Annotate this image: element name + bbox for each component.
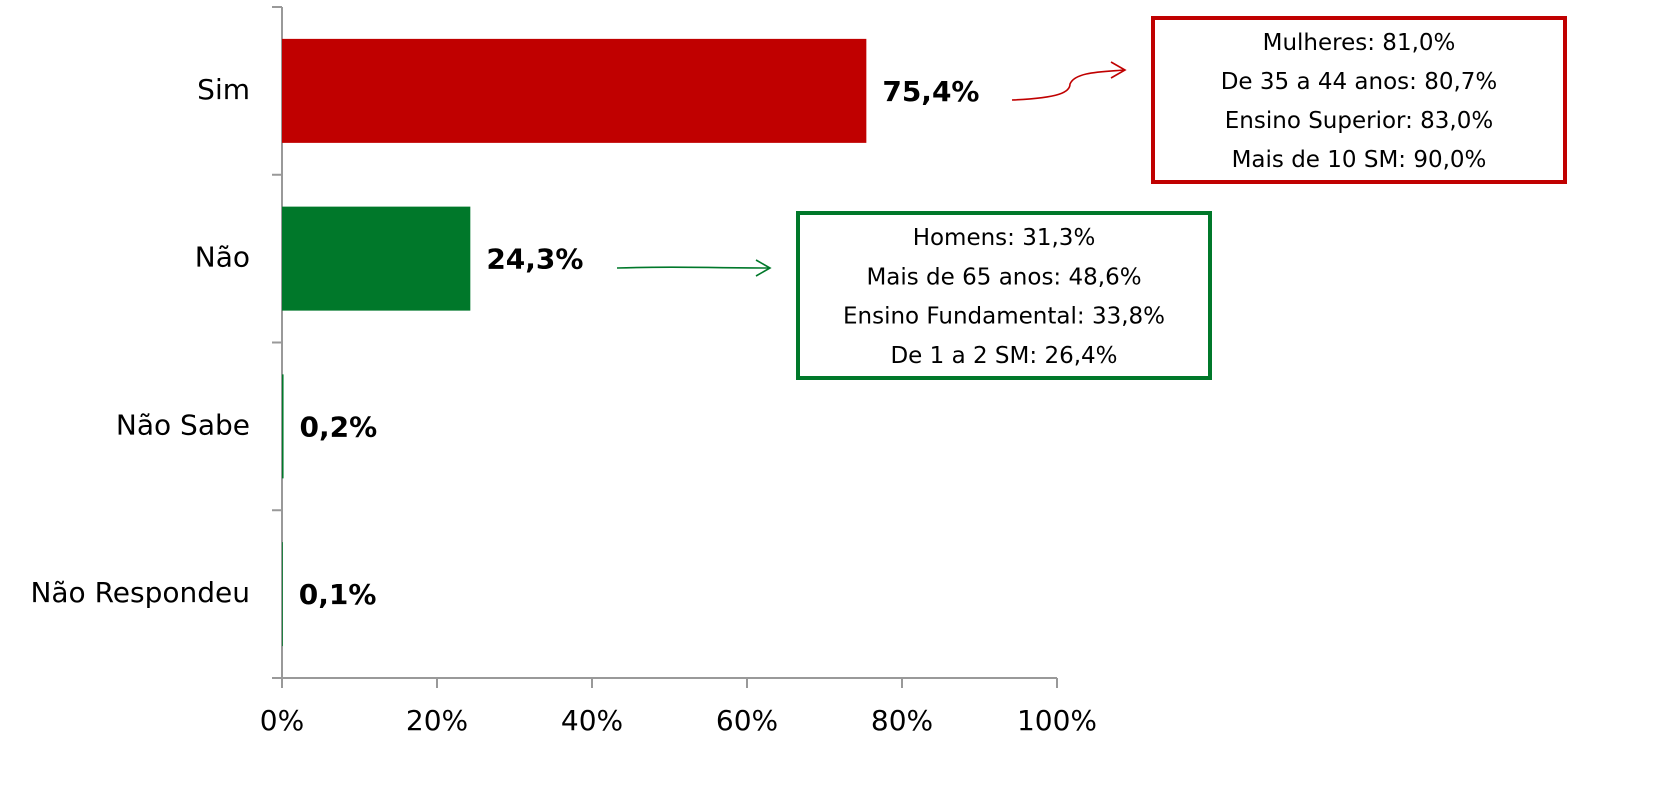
category-label: Não Respondeu bbox=[30, 576, 250, 609]
arrow-head bbox=[1110, 61, 1127, 79]
annotation-box bbox=[1151, 16, 1567, 184]
annotation-arrow bbox=[616, 266, 771, 269]
bar bbox=[282, 542, 283, 647]
x-tick-label: 80% bbox=[871, 704, 933, 737]
value-label: 0,2% bbox=[300, 410, 378, 443]
annotation-arrow bbox=[1011, 69, 1126, 101]
annotation-text: De 1 a 2 SM: 26,4% bbox=[890, 343, 1117, 369]
annotation-text: Mais de 10 SM: 90,0% bbox=[1232, 147, 1487, 173]
x-tick-label: 0% bbox=[260, 704, 304, 737]
bar bbox=[282, 206, 471, 311]
annotation-text: Mulheres: 81,0% bbox=[1263, 30, 1456, 56]
annotation-text: Ensino Superior: 83,0% bbox=[1225, 108, 1493, 134]
value-label: 75,4% bbox=[882, 75, 979, 108]
x-tick-label: 100% bbox=[1017, 704, 1097, 737]
category-label: Não bbox=[195, 241, 250, 274]
category-label: Não Sabe bbox=[116, 408, 250, 441]
value-label: 24,3% bbox=[486, 243, 583, 276]
x-tick-label: 60% bbox=[716, 704, 778, 737]
annotation-box bbox=[796, 211, 1212, 380]
annotation-text: Homens: 31,3% bbox=[913, 225, 1096, 251]
bar bbox=[282, 38, 867, 143]
value-label: 0,1% bbox=[299, 578, 377, 611]
annotation-text: De 35 a 44 anos: 80,7% bbox=[1221, 69, 1498, 95]
x-tick-label: 40% bbox=[561, 704, 623, 737]
arrow-head bbox=[755, 259, 772, 277]
x-tick-label: 20% bbox=[406, 704, 468, 737]
bar bbox=[282, 374, 284, 479]
annotation-text: Ensino Fundamental: 33,8% bbox=[843, 304, 1165, 330]
annotation-text: Mais de 65 anos: 48,6% bbox=[866, 264, 1141, 290]
category-label: Sim bbox=[197, 73, 250, 106]
